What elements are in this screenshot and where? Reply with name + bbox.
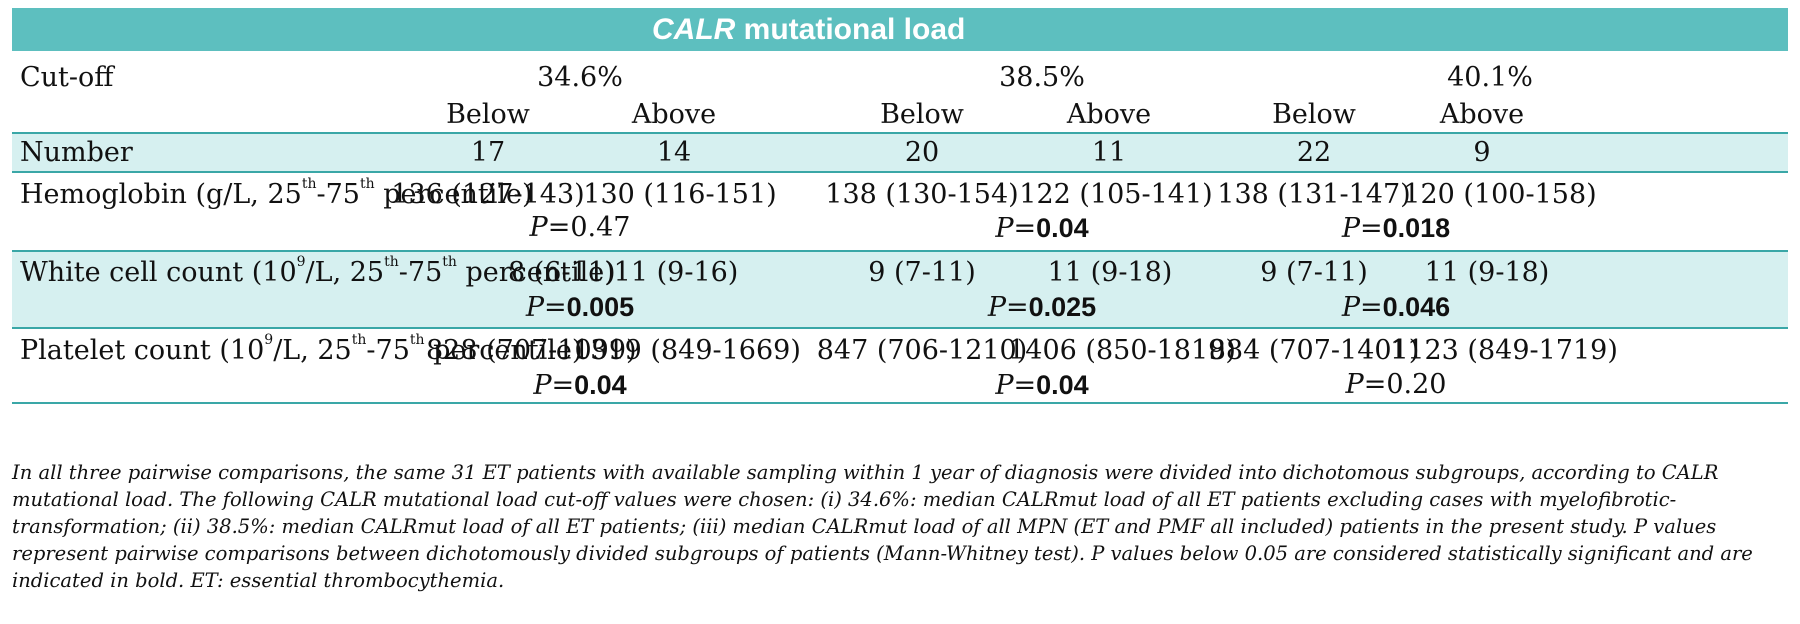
p-value-significant: P=0.018 [1341,213,1451,244]
table-footnote: In all three pairwise comparisons, the s… [12,461,1753,592]
row-label-number: Number [20,137,133,168]
col-below-2: Below [880,99,964,130]
wbc-cell: 11 (9-18) [1047,257,1173,288]
number-cell: 20 [904,137,940,168]
row-label-wbc: White cell count (109/L, 25th-75th perce… [20,254,615,288]
p-value-significant: P=0.005 [525,292,635,323]
rule-line [12,250,1788,252]
wbc-cell: 8 (6-11) [508,257,616,288]
wbc-cell: 11 (9-16) [613,257,739,288]
platelet-cell: 1406 (850-1819) [1008,335,1236,366]
hemoglobin-cell: 136 (127-143) [391,179,585,210]
col-above-3: Above [1439,99,1525,130]
hemoglobin-cell: 138 (130-154) [825,179,1019,210]
p-value-significant: P=0.046 [1341,292,1451,323]
number-cell: 22 [1296,137,1332,168]
hemoglobin-cell: 138 (131-147) [1217,179,1411,210]
rule-line [12,132,1788,134]
hemoglobin-cell: 130 (116-151) [583,179,777,210]
rule-line [12,327,1788,329]
platelet-cell: 1319 (849-1669) [573,335,801,366]
table-title: CALR mutational load [652,13,966,46]
col-below-3: Below [1272,99,1356,130]
row-label-hemoglobin: Hemoglobin (g/L, 25th-75th percentile) [20,176,533,210]
p-value-significant: P=0.04 [533,370,627,401]
row-label-platelet: Platelet count (109/L, 25th-75th percent… [20,332,583,366]
rule-line [12,402,1788,404]
wbc-cell: 11 (9-18) [1424,257,1550,288]
number-cell: 14 [656,137,692,168]
cutoff-value-1: 34.6% [537,62,623,93]
cutoff-value-2: 38.5% [999,62,1085,93]
platelet-cell: 828 (707-1099) [426,335,637,366]
platelet-cell: 884 (707-1401) [1208,335,1420,366]
col-above-2: Above [1066,99,1152,130]
hemoglobin-cell: 122 (105-141) [1019,179,1213,210]
cutoff-value-3: 40.1% [1447,62,1533,93]
col-above-1: Above [631,99,717,130]
table-title-bar: CALR mutational load [12,8,1788,51]
table-row [12,252,1788,327]
number-cell: 17 [470,137,506,168]
cutoff-label: Cut-off [20,62,114,93]
number-cell: 11 [1091,137,1127,168]
p-value-significant: P=0.04 [995,370,1089,401]
platelet-cell: 847 (706-1210) [816,335,1028,366]
p-value-significant: P=0.025 [987,292,1097,323]
p-value: P=0.47 [529,212,631,243]
p-value-significant: P=0.04 [995,213,1089,244]
number-cell: 9 [1473,137,1491,168]
table-row [12,134,1788,171]
p-value: P=0.20 [1345,369,1447,400]
col-below-1: Below [446,99,530,130]
hemoglobin-cell: 120 (100-158) [1403,179,1597,210]
wbc-cell: 9 (7-11) [1260,257,1368,288]
platelet-cell: 1123 (849-1719) [1390,335,1618,366]
wbc-cell: 9 (7-11) [868,257,976,288]
rule-line [12,171,1788,173]
